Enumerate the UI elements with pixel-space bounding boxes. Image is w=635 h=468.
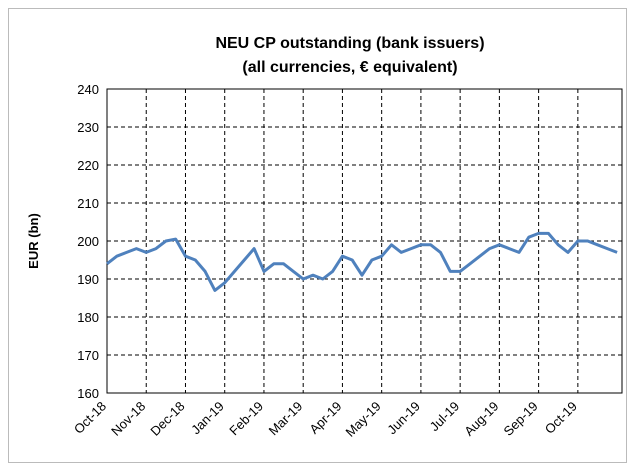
y-tick-label: 180 (77, 310, 99, 325)
y-tick-label: 160 (77, 386, 99, 401)
line-series (106, 231, 618, 292)
y-tick-label: 210 (77, 196, 99, 211)
y-tick-label: 190 (77, 272, 99, 287)
y-axis-label: EUR (bn) (26, 213, 41, 269)
y-tick-label: 170 (77, 348, 99, 363)
plot-frame (106, 88, 623, 394)
y-tick-label: 200 (77, 234, 99, 249)
chart-subtitle: (all currencies, € equivalent) (242, 59, 457, 76)
y-tick-label: 220 (77, 158, 99, 173)
chart-border (8, 8, 627, 463)
y-tick-label: 240 (77, 82, 99, 97)
chart-title: NEU CP outstanding (bank issuers) (215, 35, 484, 52)
y-tick-label: 230 (77, 120, 99, 135)
